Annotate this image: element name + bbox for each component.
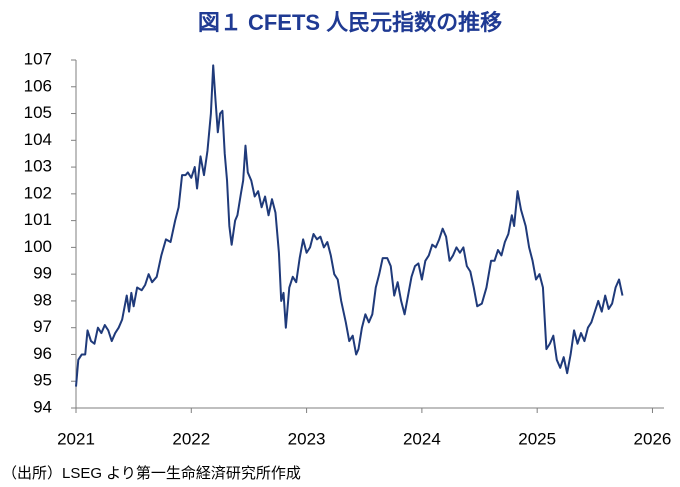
y-tick-label: 107 xyxy=(24,49,52,68)
y-tick-label: 104 xyxy=(24,130,52,149)
x-tick-label: 2023 xyxy=(288,429,326,448)
y-tick-label: 102 xyxy=(24,183,52,202)
y-tick-label: 96 xyxy=(33,344,52,363)
y-tick-label: 101 xyxy=(24,210,52,229)
y-tick-label: 95 xyxy=(33,371,52,390)
x-tick-label: 2021 xyxy=(57,429,95,448)
chart-title: 図１ CFETS 人民元指数の推移 xyxy=(198,10,502,35)
y-tick-label: 99 xyxy=(33,264,52,283)
x-tick-label: 2026 xyxy=(634,429,672,448)
y-tick-label: 106 xyxy=(24,76,52,95)
y-tick-label: 103 xyxy=(24,157,52,176)
data-line xyxy=(75,64,624,387)
y-tick-label: 97 xyxy=(33,317,52,336)
y-tick-label: 98 xyxy=(33,290,52,309)
y-tick-label: 105 xyxy=(24,103,52,122)
source-note: （出所）LSEG より第一生命経済研究所作成 xyxy=(2,464,301,482)
x-tick-label: 2024 xyxy=(403,429,441,448)
y-tick-label: 100 xyxy=(24,237,52,256)
x-tick-label: 2025 xyxy=(518,429,556,448)
y-tick-label: 94 xyxy=(33,397,52,416)
x-tick-label: 2022 xyxy=(172,429,210,448)
